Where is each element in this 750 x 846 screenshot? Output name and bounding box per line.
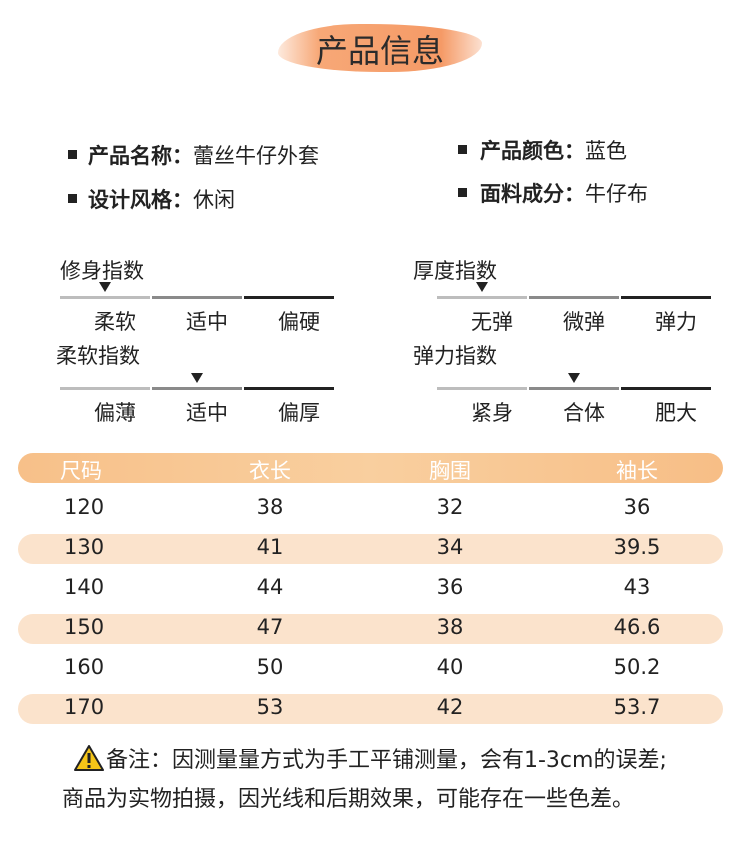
- scale-segment: [621, 296, 711, 299]
- header-cell: 尺码: [60, 459, 102, 483]
- scale-segment: [621, 387, 711, 390]
- row-band: [18, 534, 723, 564]
- scale-segment: [244, 296, 334, 299]
- table-cell: 40: [436, 655, 464, 679]
- info-row: 产品名称：蕾丝牛仔外套: [88, 140, 319, 170]
- scale-name: 柔软指数: [56, 344, 140, 368]
- scale-option: 适中: [186, 310, 228, 334]
- table-header-band: [18, 453, 723, 483]
- scale-option: 偏硬: [278, 310, 320, 334]
- scale-marker: [476, 282, 488, 292]
- scale-option: 紧身: [471, 401, 513, 425]
- scale-option: 柔软: [94, 310, 136, 334]
- table-cell: 38: [436, 615, 464, 639]
- table-cell: 43: [623, 575, 651, 599]
- scale-option: 偏厚: [278, 401, 320, 425]
- scale-marker: [191, 373, 203, 383]
- info-row: 设计风格：休闲: [88, 184, 235, 214]
- table-cell: 53: [256, 695, 284, 719]
- info-value: 蓝色: [585, 139, 627, 163]
- scale-segment: [529, 387, 619, 390]
- scale-marker: [568, 373, 580, 383]
- scale-name: 修身指数: [60, 259, 144, 283]
- table-cell: 130: [64, 535, 105, 559]
- info-label: 产品颜色：: [480, 139, 585, 163]
- scale-option: 无弹: [471, 310, 513, 334]
- table-cell: 170: [64, 695, 105, 719]
- table-cell: 41: [256, 535, 284, 559]
- scale-option: 弹力: [655, 310, 697, 334]
- scale-option: 微弹: [563, 310, 605, 334]
- scale-name: 弹力指数: [413, 344, 497, 368]
- bullet: [458, 188, 467, 197]
- table-cell: 160: [64, 655, 105, 679]
- table-cell: 32: [436, 495, 464, 519]
- table-cell: 120: [64, 495, 105, 519]
- row-band: [18, 694, 723, 724]
- table-cell: 47: [256, 615, 284, 639]
- scale-segment: [152, 387, 242, 390]
- info-value: 牛仔布: [585, 182, 648, 206]
- scale-segment: [437, 296, 527, 299]
- scale-option: 适中: [186, 401, 228, 425]
- scale-segment: [60, 387, 150, 390]
- table-cell: 50.2: [613, 655, 661, 679]
- table-cell: 36: [436, 575, 464, 599]
- info-value: 蕾丝牛仔外套: [193, 144, 319, 168]
- table-cell: 44: [256, 575, 284, 599]
- title: 产品信息: [315, 32, 444, 70]
- bullet: [458, 145, 467, 154]
- header-cell: 袖长: [616, 459, 658, 483]
- scale-segment: [437, 387, 527, 390]
- bullet: [68, 150, 77, 159]
- scale-option: 合体: [563, 401, 605, 425]
- bullet: [68, 194, 77, 203]
- table-cell: 46.6: [613, 615, 661, 639]
- scale-option: 偏薄: [94, 401, 136, 425]
- scale-segment: [529, 296, 619, 299]
- row-band: [18, 614, 723, 644]
- info-label: 产品名称：: [88, 144, 193, 168]
- info-label: 面料成分：: [480, 182, 585, 206]
- note: 商品为实物拍摄，因光线和后期效果，可能存在一些色差。: [62, 787, 635, 812]
- info-value: 休闲: [193, 188, 235, 212]
- table-cell: 42: [436, 695, 464, 719]
- table-cell: 36: [623, 495, 651, 519]
- table-cell: 34: [436, 535, 464, 559]
- table-cell: 150: [64, 615, 105, 639]
- info-label: 设计风格：: [88, 188, 193, 212]
- table-cell: 38: [256, 495, 284, 519]
- table-cell: 50: [256, 655, 284, 679]
- scale-option: 肥大: [655, 401, 697, 425]
- scale-marker: [99, 282, 111, 292]
- scale-name: 厚度指数: [413, 259, 497, 283]
- info-row: 面料成分：牛仔布: [480, 178, 648, 208]
- note: 备注：因测量量方式为手工平铺测量，会有1-3cm的误差;: [106, 748, 667, 773]
- header-cell: 胸围: [429, 459, 471, 483]
- warning-icon: [74, 745, 104, 771]
- table-cell: 140: [64, 575, 105, 599]
- scale-segment: [244, 387, 334, 390]
- scale-segment: [60, 296, 150, 299]
- header-cell: 衣长: [249, 459, 291, 483]
- title-brush: [278, 24, 482, 72]
- table-cell: 39.5: [613, 535, 661, 559]
- scale-segment: [152, 296, 242, 299]
- info-row: 产品颜色：蓝色: [480, 135, 627, 165]
- table-cell: 53.7: [613, 695, 661, 719]
